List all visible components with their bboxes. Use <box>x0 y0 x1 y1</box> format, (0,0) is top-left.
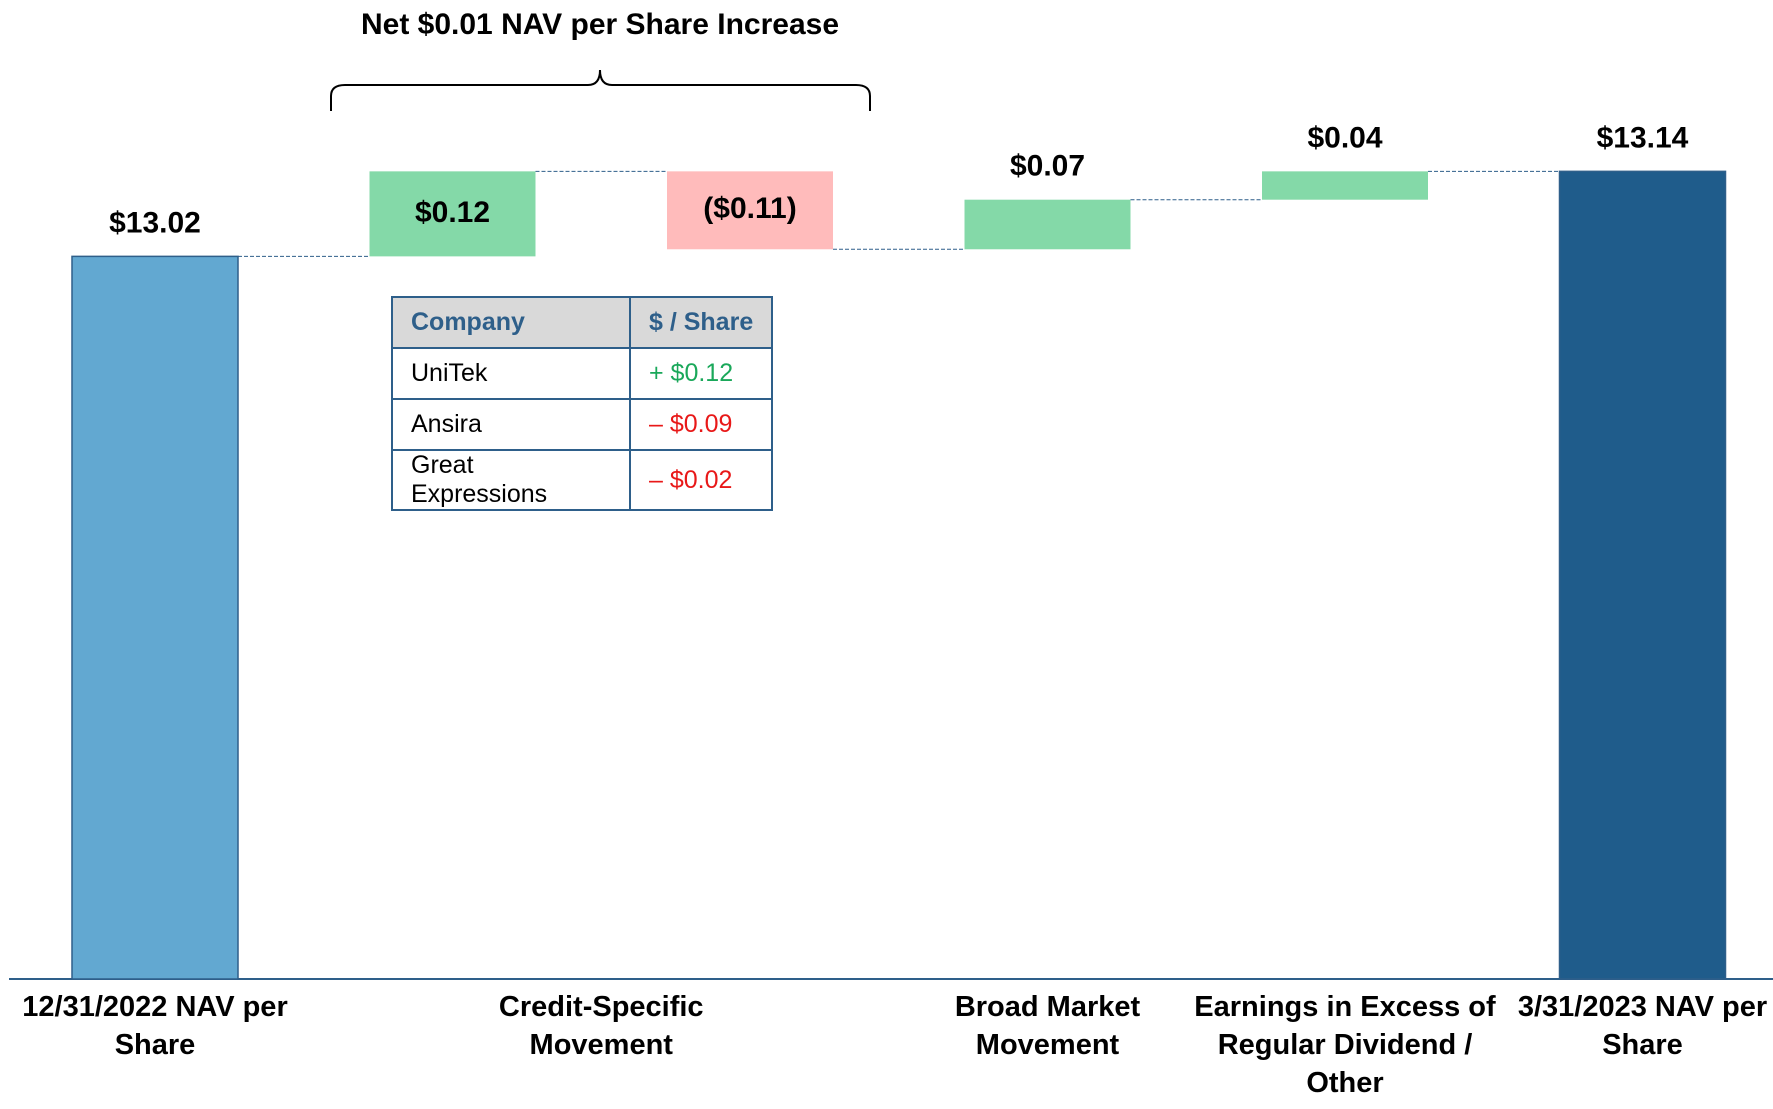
table-body: UniTek + $0.12 Ansira – $0.09 Great Expressi… <box>391 347 774 511</box>
share-value: + $0.12 <box>628 347 774 400</box>
bar <box>1262 171 1428 200</box>
bar <box>667 171 833 250</box>
value-label: $0.07 <box>1010 150 1085 183</box>
company-name: Ansira <box>391 398 631 451</box>
value-label: $13.02 <box>109 206 201 239</box>
share-value: – $0.09 <box>628 398 774 451</box>
x-tick-label: 3/31/2023 NAV per Share <box>1517 991 1768 1061</box>
bar <box>964 199 1131 250</box>
x-tick-label: Broad Market Movement <box>954 991 1141 1061</box>
table-header: Company <box>391 296 631 349</box>
bar <box>71 255 239 980</box>
annotation: Net $0.01 NAV per Share Increase <box>361 8 839 41</box>
table-row: Great Expressions – $0.02 <box>391 449 774 511</box>
table-row: UniTek + $0.12 <box>391 347 774 400</box>
company-name: UniTek <box>391 347 631 400</box>
x-tick-label: Earnings in Excess of Regular Dividend /… <box>1194 991 1496 1099</box>
bar <box>369 171 536 257</box>
table-row: Ansira – $0.09 <box>391 398 774 451</box>
x-tick-label: Credit-Specific Movement <box>498 991 704 1061</box>
company-name: Great Expressions <box>391 449 631 511</box>
value-label: $0.04 <box>1307 121 1382 154</box>
share-value: – $0.02 <box>628 449 774 511</box>
value-label: $13.14 <box>1597 121 1689 154</box>
x-tick-label: 12/31/2022 NAV per Share <box>22 991 288 1061</box>
brace <box>330 69 871 111</box>
value-label: $0.12 <box>415 196 490 229</box>
company-table: Company $ / Share UniTek + $0.12 Ansira – $… <box>391 296 774 511</box>
value-label: ($0.11) <box>703 192 796 225</box>
bar <box>1558 170 1727 980</box>
table-header: $ / Share <box>628 296 774 349</box>
